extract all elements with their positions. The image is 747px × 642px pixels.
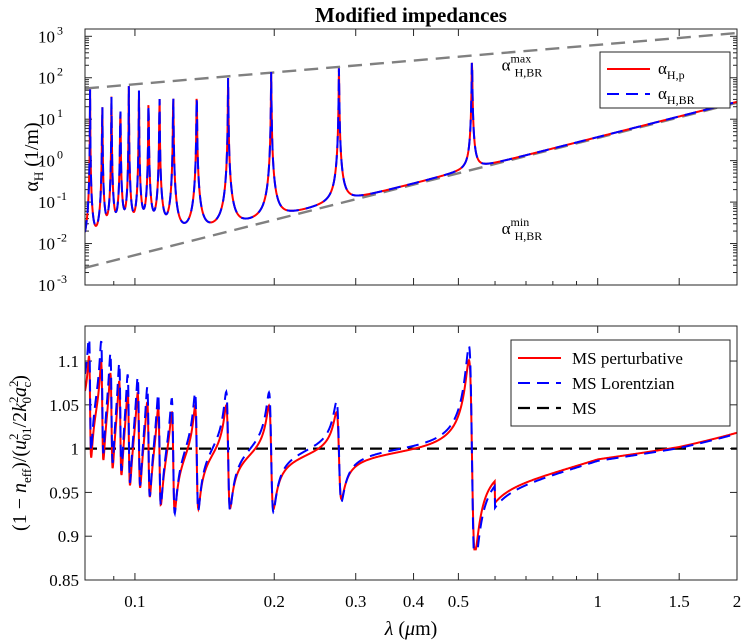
x-tick-label: 0.1 [124, 592, 145, 611]
legend-label-ms: MS [572, 399, 597, 418]
top-y-tick-label: 10 0 [38, 148, 63, 171]
bottom-y-tick-label: 1.05 [49, 396, 79, 415]
top-y-tick-label: 10 -2 [38, 231, 67, 254]
ms-perturbative-line [85, 355, 737, 551]
x-tick-label: 1.5 [669, 592, 690, 611]
bottom-y-tick-label: 1 [71, 440, 80, 459]
alpha-h-br-line [85, 62, 737, 233]
bottom-panel: 0.85 0.9 0.95 1 1.05 1.1 0.1 0.2 0.3 0.4 0.5 1 1.5 2… [6, 325, 742, 611]
top-y-tick-label: 10 -1 [38, 189, 67, 212]
top-legend: αH,p αH,BR [599, 51, 731, 109]
x-tick-label: 0.4 [403, 592, 425, 611]
chart-title: Modified impedances [315, 3, 507, 27]
x-tick-label: 1 [593, 592, 602, 611]
bottom-y-ticks: 0.85 0.9 0.95 1 1.05 1.1 [49, 352, 737, 590]
x-tick-label: 2 [733, 592, 742, 611]
top-y-tick-label: 10 3 [38, 23, 63, 46]
bottom-y-tick-label: 0.85 [49, 571, 79, 590]
annotation-min: αmin H,BR [502, 215, 543, 243]
legend-label-ms-perturbative: MS perturbative [572, 349, 683, 368]
bottom-y-tick-label: 1.1 [58, 352, 79, 371]
bottom-x-ticks: 0.1 0.2 0.3 0.4 0.5 1 1.5 2 [113, 326, 742, 611]
bottom-axes-frame [84, 325, 738, 581]
legend-label-ms-lorentzian: MS Lorentzian [572, 374, 675, 393]
bottom-y-axis-label: (1 − neff)/(u201/2k20a2c) [6, 375, 34, 531]
top-y-tick-label: 10 1 [38, 106, 63, 129]
bottom-y-tick-label: 0.95 [49, 483, 79, 502]
x-tick-label: 0.5 [448, 592, 469, 611]
top-y-axis-label: αH (1/m) [21, 122, 46, 191]
legend-label-alpha-h-br: αH,BR [658, 84, 695, 107]
x-tick-label: 0.3 [345, 592, 366, 611]
x-tick-label: 0.2 [264, 592, 285, 611]
bottom-y-tick-label: 0.9 [58, 527, 79, 546]
ms-lorentzian-line [85, 338, 737, 551]
top-y-tick-label: 10 -3 [38, 272, 67, 295]
bottom-legend: MS perturbative MS Lorentzian MS [510, 339, 731, 427]
x-axis-label: λ (μm) [384, 618, 438, 640]
top-y-tick-label: 10 2 [38, 65, 63, 88]
annotation-max: αmax H,BR [502, 51, 543, 79]
top-axes-frame [84, 28, 738, 286]
legend-label-alpha-h-p: αH,p [658, 59, 685, 82]
